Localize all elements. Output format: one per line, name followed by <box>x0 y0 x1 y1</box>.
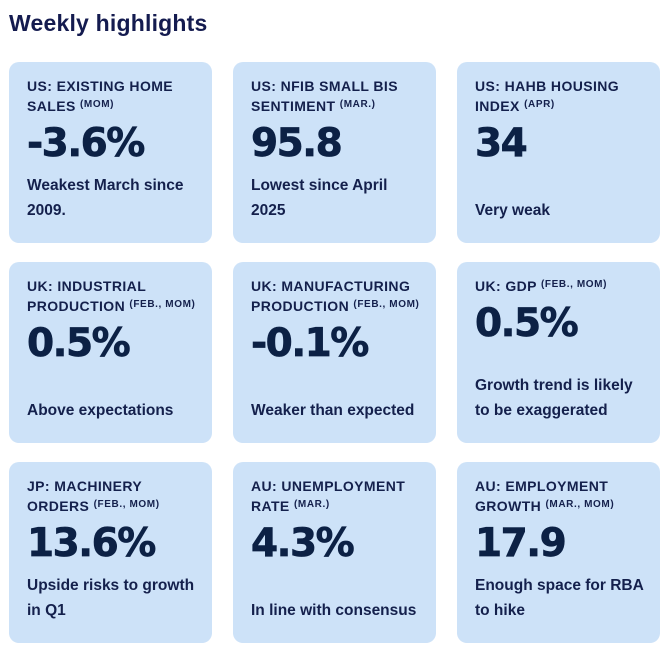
stat-card-uk-gdp: UK: GDP (FEB., MOM) 0.5% Growth trend is… <box>457 262 660 443</box>
card-period-annotation: (FEB., MOM) <box>353 299 420 310</box>
card-period-annotation: (FEB., MOM) <box>540 279 608 290</box>
card-period-annotation: (MAR.) <box>339 99 376 110</box>
card-note: Above expectations <box>27 402 174 419</box>
stat-card-us-existing-home-sales: US: EXISTING HOME SALES (MOM) -3.6% Weak… <box>9 62 212 243</box>
card-note: Weakest March since 2009. <box>27 177 184 219</box>
card-title: US: HAHB HOUSING INDEX (APR) <box>475 76 645 119</box>
card-value: 0.5% <box>475 301 579 346</box>
stat-card-uk-industrial-production: UK: INDUSTRIAL PRODUCTION (FEB., MOM) 0.… <box>9 262 212 443</box>
card-title: AU: EMPLOYMENT GROWTH (MAR., MOM) <box>475 476 645 519</box>
stat-card-us-nfib-sentiment: US: NFIB SMALL BIS SENTIMENT (MAR.) 95.8… <box>233 62 436 243</box>
card-period-annotation: (FEB., MOM) <box>93 499 160 510</box>
card-title: UK: MANUFACTURING PRODUCTION (FEB., MOM) <box>251 276 421 319</box>
card-indicator-label: JP: MACHINERY ORDERS <box>27 478 142 514</box>
card-title: UK: INDUSTRIAL PRODUCTION (FEB., MOM) <box>27 276 197 319</box>
stat-card-jp-machinery-orders: JP: MACHINERY ORDERS (FEB., MOM) 13.6% U… <box>9 462 212 643</box>
card-indicator-label: UK: GDP <box>475 278 537 294</box>
card-period-annotation: (MAR.) <box>293 499 330 510</box>
card-indicator-label: UK: INDUSTRIAL PRODUCTION <box>27 278 146 314</box>
card-indicator-label: UK: MANUFACTURING PRODUCTION <box>251 278 411 314</box>
card-title: US: NFIB SMALL BIS SENTIMENT (MAR.) <box>251 76 421 119</box>
card-value: 4.3% <box>251 521 355 566</box>
stat-card-us-hahb-housing-index: US: HAHB HOUSING INDEX (APR) 34 Very wea… <box>457 62 660 243</box>
card-period-annotation: (MOM) <box>79 99 115 110</box>
card-period-annotation: (APR) <box>524 99 555 110</box>
card-title: JP: MACHINERY ORDERS (FEB., MOM) <box>27 476 197 519</box>
card-indicator-label: US: NFIB SMALL BIS SENTIMENT <box>251 78 398 114</box>
card-note: Enough space for RBA to hike <box>475 577 644 619</box>
stat-card-uk-manufacturing-production: UK: MANUFACTURING PRODUCTION (FEB., MOM)… <box>233 262 436 443</box>
card-value: 0.5% <box>27 321 131 366</box>
card-indicator-label: AU: EMPLOYMENT GROWTH <box>475 478 609 514</box>
card-note: Upside risks to growth in Q1 <box>27 577 195 619</box>
card-note: Weaker than expected <box>251 402 415 419</box>
card-note: Very weak <box>475 202 550 219</box>
card-indicator-label: US: EXISTING HOME SALES <box>27 78 174 114</box>
card-period-annotation: (MAR., MOM) <box>545 499 615 510</box>
card-value: -0.1% <box>251 321 370 366</box>
card-value: -3.6% <box>27 121 146 166</box>
page-title: Weekly highlights <box>9 10 208 36</box>
card-title: US: EXISTING HOME SALES (MOM) <box>27 76 197 119</box>
stat-card-au-unemployment-rate: AU: UNEMPLOYMENT RATE (MAR.) 4.3% In lin… <box>233 462 436 643</box>
card-indicator-label: AU: UNEMPLOYMENT RATE <box>251 478 406 514</box>
card-note: In line with consensus <box>251 602 417 619</box>
card-value: 34 <box>475 121 528 166</box>
stat-card-au-employment-growth: AU: EMPLOYMENT GROWTH (MAR., MOM) 17.9 E… <box>457 462 660 643</box>
card-title: UK: GDP (FEB., MOM) <box>475 276 645 299</box>
card-value: 13.6% <box>27 521 157 566</box>
card-title: AU: UNEMPLOYMENT RATE (MAR.) <box>251 476 421 519</box>
card-period-annotation: (FEB., MOM) <box>129 299 196 310</box>
card-value: 95.8 <box>251 121 343 166</box>
card-note: Lowest since April 2025 <box>251 177 388 219</box>
card-value: 17.9 <box>475 521 567 566</box>
card-note: Growth trend is likely to be exaggerated <box>475 377 633 419</box>
stat-card-grid: US: EXISTING HOME SALES (MOM) -3.6% Weak… <box>9 62 660 643</box>
card-indicator-label: US: HAHB HOUSING INDEX <box>475 78 620 114</box>
